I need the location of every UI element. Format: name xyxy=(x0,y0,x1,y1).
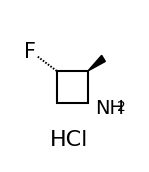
Text: 2: 2 xyxy=(117,100,126,114)
Text: F: F xyxy=(24,42,36,62)
Text: HCl: HCl xyxy=(50,130,89,150)
Text: NH: NH xyxy=(95,99,124,117)
Polygon shape xyxy=(88,55,105,71)
